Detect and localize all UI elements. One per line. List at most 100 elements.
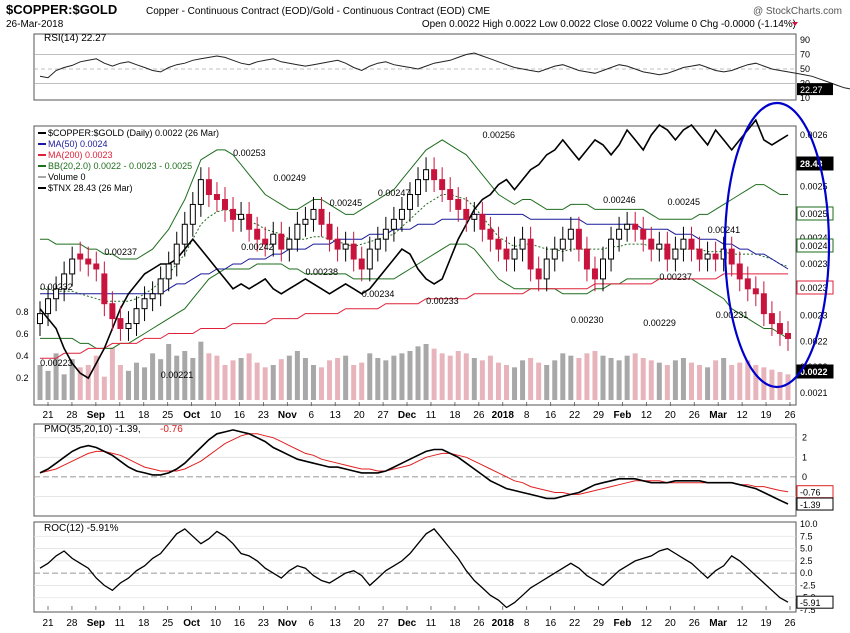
x-axis-label: Dec (398, 410, 417, 421)
candle-body (551, 248, 558, 260)
pmo-current-label: -1.39 (800, 500, 821, 510)
x-axis-label: Sep (87, 618, 105, 629)
volume-bar (190, 358, 196, 400)
volume-bar (238, 358, 244, 400)
candle-body (415, 179, 422, 196)
price-annotation: 0.00230 (571, 315, 604, 325)
x-axis-label: 16 (234, 410, 246, 421)
current-value-label: 28.43 (800, 159, 823, 169)
x-axis-label: 19 (761, 618, 773, 629)
candle-body (624, 223, 631, 230)
volume-bar (471, 358, 477, 400)
volume-bar (407, 351, 413, 400)
candle-body (616, 228, 623, 240)
volume-bar (568, 355, 574, 400)
price-annotation: 0.00237 (104, 247, 137, 257)
volume-bar (632, 353, 638, 400)
volume-bar (182, 351, 188, 400)
candle-body (559, 238, 566, 250)
candle-body (535, 268, 542, 280)
volume-bar (343, 355, 349, 400)
x-axis-label: 12 (641, 618, 653, 629)
x-axis-label: 26 (784, 410, 796, 421)
volume-bar (616, 360, 622, 400)
candle-body (45, 298, 52, 315)
price-tick: 0.0021 (800, 388, 828, 398)
candle-body (431, 169, 438, 181)
rsi-tick: 10 (800, 93, 810, 103)
candle-body (648, 238, 655, 250)
current-value-box (796, 156, 834, 171)
candle-body (230, 208, 237, 220)
x-axis-label: 10 (210, 618, 222, 629)
volume-bar (737, 362, 743, 400)
volume-bar (206, 353, 212, 400)
volume-bar (439, 353, 445, 400)
roc-tick: 0.0 (800, 568, 813, 578)
pmo-panel: PMO(35,20,10) -1.39, -0.76 210-1-0.76-1.… (34, 424, 834, 511)
candle-body (752, 288, 759, 295)
x-axis-label: Sep (87, 410, 105, 421)
quote-line: Open 0.0022 High 0.0022 Low 0.0022 Close… (422, 19, 796, 30)
candle-body (294, 223, 301, 240)
volume-bar (576, 358, 582, 400)
volume-bar (592, 351, 598, 400)
tnx-line (39, 118, 789, 380)
x-axis-label: 20 (354, 618, 366, 629)
x-axis-label: 23 (258, 618, 270, 629)
roc-tick: -2.5 (800, 580, 816, 590)
volume-bar (230, 360, 236, 400)
legend-entry: $TNX 28.43 (26 Mar) (48, 183, 133, 193)
candle-body (270, 233, 277, 245)
volume-bar (495, 362, 501, 400)
candle-body (326, 223, 333, 240)
roc-frame (33, 521, 797, 613)
volume-bar (69, 359, 75, 400)
pmo-tick: 1 (802, 452, 807, 462)
candle-body (688, 238, 695, 250)
candle-body (664, 243, 671, 260)
price-annotation: 0.00245 (667, 197, 700, 207)
rsi-frame (33, 33, 797, 101)
candle-body (181, 223, 188, 245)
x-axis-label: 22 (569, 618, 581, 629)
volume-bar (745, 360, 751, 400)
candle-body (374, 238, 381, 250)
candle-body (342, 243, 349, 250)
current-value-label: 0.0025 (800, 209, 828, 219)
candle-body (141, 298, 148, 310)
pmo-current-box (796, 497, 834, 511)
candle-body (189, 203, 196, 225)
candle-body (37, 313, 43, 325)
x-axis-label: Feb (614, 618, 632, 629)
candle-body (704, 253, 711, 260)
candle-body (632, 223, 639, 230)
x-axis-label: 6 (309, 618, 315, 629)
rsi-tick: 70 (800, 50, 810, 60)
pmo-tick: 0 (802, 472, 807, 482)
volume-bar (512, 367, 518, 400)
pmo-line (39, 429, 789, 505)
volume-bar (375, 358, 381, 400)
current-value-box (796, 206, 834, 221)
candle-body (785, 332, 791, 339)
candle-body (728, 248, 735, 265)
candle-body (479, 213, 486, 230)
roc-tick: -7.5 (800, 605, 816, 615)
volume-bar (487, 355, 493, 400)
x-axis-label: 13 (330, 410, 342, 421)
volume-bar (600, 355, 606, 400)
x-axis-label: 25 (162, 410, 174, 421)
x-axis-label: 18 (449, 410, 461, 421)
candle-body (93, 263, 100, 270)
price-annotation: 0.00233 (426, 296, 459, 306)
current-value-label: 0.0024 (800, 241, 828, 251)
price-annotation: 0.00229 (643, 318, 676, 328)
price-annotation: 0.00232 (40, 282, 73, 292)
x-axis-label: 29 (593, 618, 605, 629)
x-axis-label: 21 (42, 618, 54, 629)
price-legend: $COPPER:$GOLD (Daily) 0.0022 (26 Mar)MA(… (38, 128, 219, 193)
price-tick: 0.0023 (800, 259, 828, 269)
candle-body (125, 323, 132, 330)
volume-bar (552, 360, 558, 400)
